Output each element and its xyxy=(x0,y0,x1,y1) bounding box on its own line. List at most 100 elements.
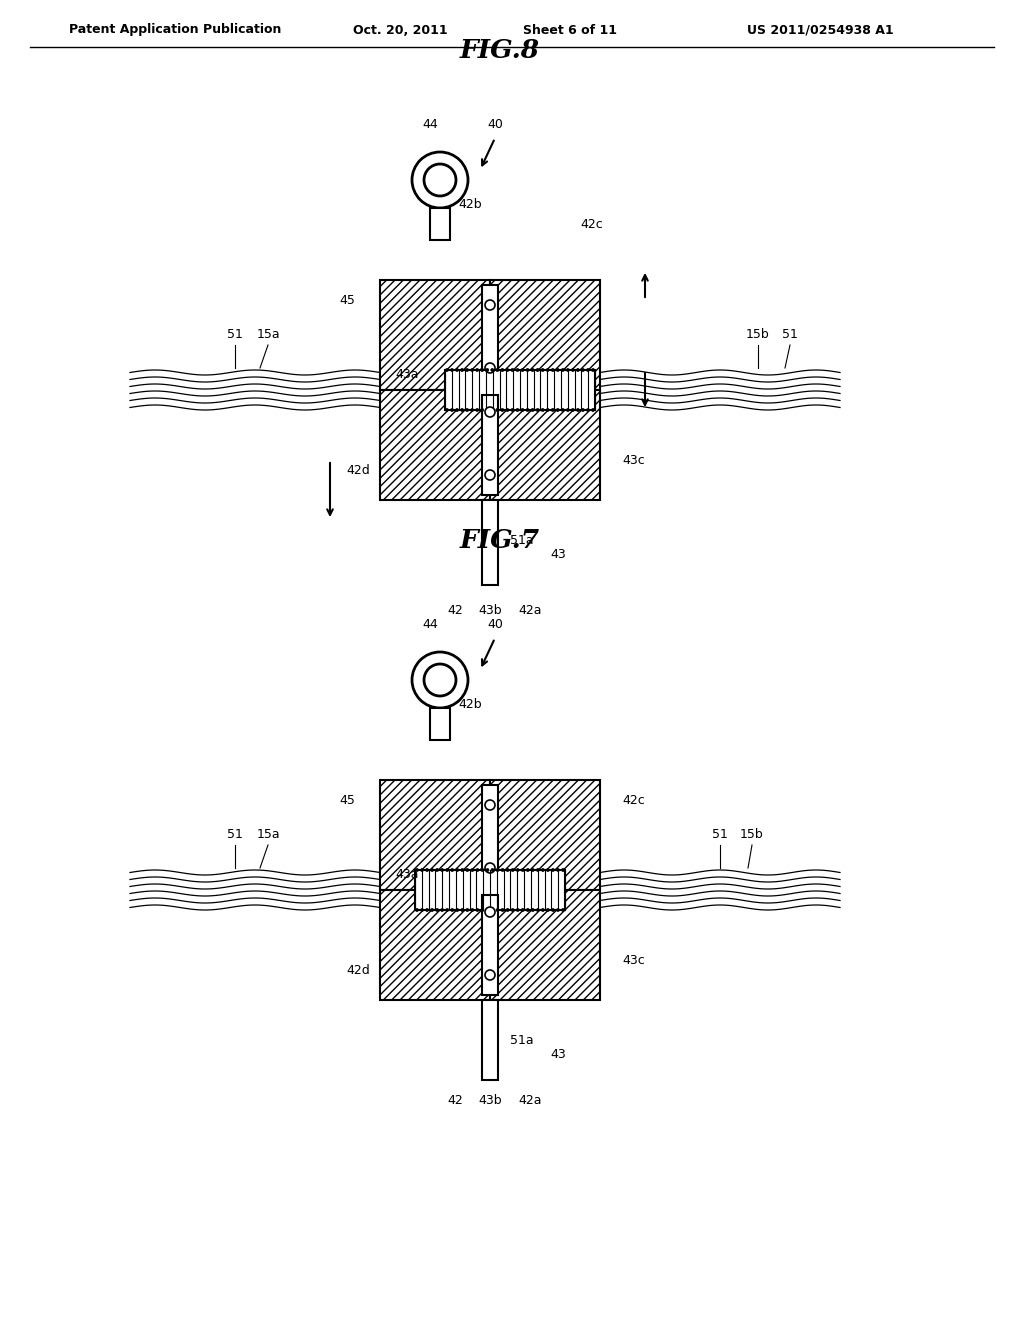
Circle shape xyxy=(471,908,474,912)
Text: 51a: 51a xyxy=(510,533,534,546)
Circle shape xyxy=(440,908,443,912)
Circle shape xyxy=(537,408,539,412)
Text: 42c: 42c xyxy=(580,219,603,231)
Text: FIG.8: FIG.8 xyxy=(460,37,540,62)
Bar xyxy=(380,280,490,389)
Circle shape xyxy=(501,408,504,412)
Text: Patent Application Publication: Patent Application Publication xyxy=(69,24,282,37)
Circle shape xyxy=(461,368,464,371)
Circle shape xyxy=(471,368,474,371)
Circle shape xyxy=(486,908,489,912)
Circle shape xyxy=(435,908,438,912)
Circle shape xyxy=(451,908,454,912)
Circle shape xyxy=(485,408,488,412)
Text: Sheet 6 of 11: Sheet 6 of 11 xyxy=(523,24,617,37)
Circle shape xyxy=(546,408,549,412)
Circle shape xyxy=(566,408,569,412)
Circle shape xyxy=(492,908,494,912)
Circle shape xyxy=(516,368,519,371)
Text: 45: 45 xyxy=(339,793,355,807)
Circle shape xyxy=(547,908,550,912)
Circle shape xyxy=(490,368,494,371)
Bar xyxy=(482,500,498,585)
Circle shape xyxy=(516,869,519,871)
Text: 43a: 43a xyxy=(395,869,419,882)
Circle shape xyxy=(496,869,499,871)
Bar xyxy=(482,285,498,385)
Circle shape xyxy=(451,368,454,371)
Circle shape xyxy=(537,908,540,912)
Circle shape xyxy=(471,869,474,871)
Text: 42: 42 xyxy=(447,603,463,616)
Bar xyxy=(430,708,450,741)
Circle shape xyxy=(431,869,433,871)
Circle shape xyxy=(466,408,469,412)
Circle shape xyxy=(461,408,464,412)
Text: FIG.7: FIG.7 xyxy=(460,528,540,553)
Circle shape xyxy=(466,368,469,371)
Circle shape xyxy=(416,908,419,912)
Text: 51: 51 xyxy=(227,829,243,842)
Circle shape xyxy=(451,869,454,871)
Circle shape xyxy=(571,368,574,371)
Circle shape xyxy=(561,869,564,871)
Text: 43: 43 xyxy=(550,549,565,561)
Circle shape xyxy=(516,908,519,912)
Circle shape xyxy=(511,908,514,912)
Circle shape xyxy=(561,408,564,412)
Circle shape xyxy=(485,407,495,417)
Bar xyxy=(490,780,600,890)
Circle shape xyxy=(577,408,580,412)
Circle shape xyxy=(485,368,488,371)
Circle shape xyxy=(456,869,459,871)
Circle shape xyxy=(476,368,478,371)
Bar xyxy=(380,389,490,500)
Circle shape xyxy=(492,869,494,871)
Circle shape xyxy=(566,368,569,371)
Circle shape xyxy=(486,869,489,871)
Circle shape xyxy=(582,408,585,412)
Circle shape xyxy=(551,368,554,371)
Text: 42b: 42b xyxy=(458,198,482,211)
Text: 42b: 42b xyxy=(458,698,482,711)
Circle shape xyxy=(466,869,469,871)
Circle shape xyxy=(506,408,509,412)
Text: 51: 51 xyxy=(782,329,798,342)
Circle shape xyxy=(445,908,449,912)
Circle shape xyxy=(582,368,585,371)
Circle shape xyxy=(526,908,529,912)
Circle shape xyxy=(461,869,464,871)
Circle shape xyxy=(521,869,524,871)
Bar xyxy=(490,280,600,389)
Circle shape xyxy=(552,908,554,912)
Circle shape xyxy=(506,368,509,371)
Circle shape xyxy=(501,908,504,912)
Circle shape xyxy=(431,908,433,912)
Bar xyxy=(482,1001,498,1080)
Circle shape xyxy=(531,368,535,371)
Circle shape xyxy=(561,908,564,912)
Text: 15b: 15b xyxy=(746,329,770,342)
Circle shape xyxy=(496,368,499,371)
Text: 43b: 43b xyxy=(478,1093,502,1106)
Text: 51: 51 xyxy=(712,829,728,842)
Circle shape xyxy=(556,408,559,412)
Circle shape xyxy=(551,408,554,412)
Text: 40: 40 xyxy=(487,119,503,132)
Circle shape xyxy=(496,408,499,412)
Circle shape xyxy=(456,908,459,912)
Bar xyxy=(415,870,565,909)
Circle shape xyxy=(542,908,545,912)
Circle shape xyxy=(481,869,484,871)
Circle shape xyxy=(445,368,449,371)
Circle shape xyxy=(587,408,590,412)
Circle shape xyxy=(526,408,529,412)
Text: 51: 51 xyxy=(227,329,243,342)
Circle shape xyxy=(556,908,559,912)
Text: US 2011/0254938 A1: US 2011/0254938 A1 xyxy=(746,24,893,37)
Circle shape xyxy=(485,363,495,374)
Circle shape xyxy=(476,908,479,912)
Circle shape xyxy=(456,408,459,412)
Circle shape xyxy=(541,408,544,412)
Text: 40: 40 xyxy=(487,619,503,631)
